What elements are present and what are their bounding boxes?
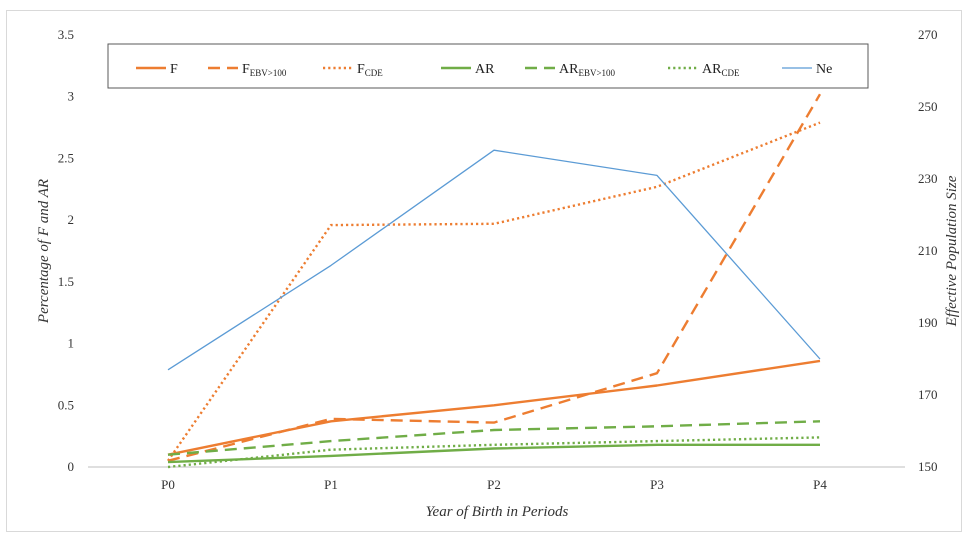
series-line-f-cde	[167, 121, 821, 462]
series-line-ar-ebv-100	[167, 420, 821, 456]
y-right-tick-label: 150	[918, 459, 938, 474]
legend-label-main: F	[242, 62, 250, 77]
y-left-tick-label: 3.5	[58, 27, 74, 42]
legend-label: FEBV>100	[242, 62, 287, 78]
left-axis-ticks: 0 0.5 1 1.5 2 2.5 3 3.5	[58, 27, 74, 474]
y-left-tick-label: 2.5	[58, 150, 74, 165]
series-line-ne	[167, 149, 821, 371]
series-lines	[167, 93, 822, 469]
y-axis-right-title: Effective Population Size	[944, 175, 960, 327]
right-axis-ticks: 150 170 190 210 230 250 270	[918, 27, 938, 474]
legend-label-main: F	[170, 62, 178, 77]
x-tick-label: P0	[161, 477, 175, 492]
series-line-f-ebv-100	[167, 93, 822, 462]
series-line-ar	[167, 443, 820, 464]
legend-label-main: F	[357, 62, 365, 77]
legend-label-subscript: CDE	[721, 68, 740, 78]
legend-label: FCDE	[357, 62, 383, 78]
legend-label: AR	[475, 62, 495, 77]
y-axis-left-title: Percentage of F and AR	[36, 179, 52, 324]
legend-label-subscript: CDE	[365, 68, 384, 78]
legend-label-main: AR	[559, 62, 579, 77]
y-right-tick-label: 250	[918, 99, 938, 114]
legend-label-main: AR	[475, 62, 495, 77]
y-right-tick-label: 190	[918, 315, 938, 330]
y-right-tick-label: 170	[918, 387, 938, 402]
legend-label: F	[170, 62, 178, 77]
legend-label-main: Ne	[816, 62, 832, 77]
x-tick-label: P1	[324, 477, 338, 492]
x-axis-title: Year of Birth in Periods	[426, 504, 569, 520]
legend-label: Ne	[816, 62, 832, 77]
y-right-tick-label: 230	[918, 171, 938, 186]
y-left-tick-label: 0	[68, 459, 75, 474]
legend: F FEBV>100 FCDE AR AREBV>100 ARCDE Ne	[107, 43, 869, 89]
legend-label-subscript: EBV>100	[250, 68, 287, 78]
x-axis-ticks: P0 P1 P2 P3 P4	[161, 477, 827, 492]
x-tick-label: P3	[650, 477, 664, 492]
series-line-f	[167, 359, 821, 456]
y-left-tick-label: 1	[68, 336, 75, 351]
legend-label: ARCDE	[702, 62, 740, 78]
y-left-tick-label: 2	[68, 212, 75, 227]
y-right-tick-label: 270	[918, 27, 938, 42]
y-right-tick-label: 210	[918, 243, 938, 258]
x-tick-label: P4	[813, 477, 827, 492]
legend-label: AREBV>100	[559, 62, 616, 78]
y-left-tick-label: 1.5	[58, 274, 74, 289]
legend-box	[107, 43, 869, 89]
legend-label-main: AR	[702, 62, 722, 77]
legend-label-subscript: EBV>100	[578, 68, 615, 78]
y-left-tick-label: 0.5	[58, 397, 74, 412]
series-line-ar-cde	[167, 436, 821, 469]
x-tick-label: P2	[487, 477, 501, 492]
y-left-tick-label: 3	[68, 89, 75, 104]
